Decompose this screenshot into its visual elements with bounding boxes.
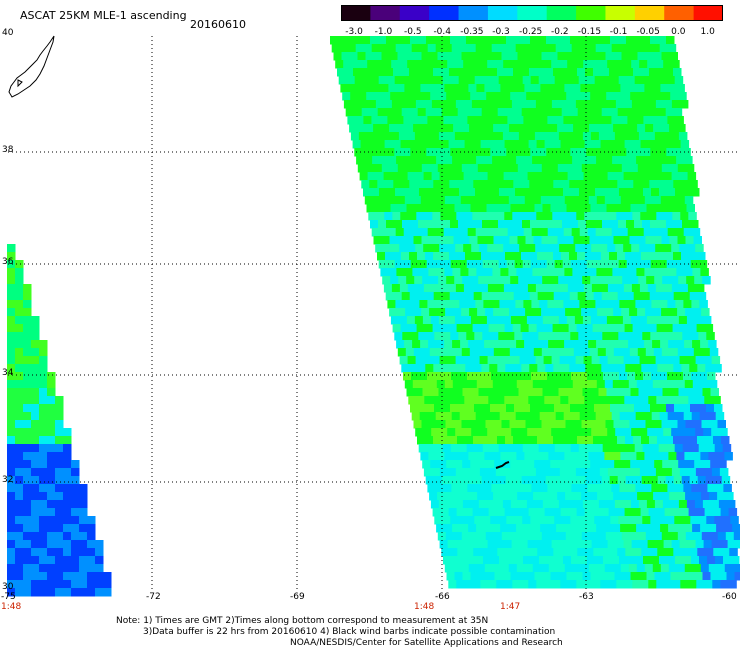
- lat-label-40: 40: [2, 28, 14, 38]
- colorbar-segment: [693, 5, 723, 21]
- colorbar-label: -0.05: [636, 27, 660, 37]
- lat-label-32: 32: [2, 475, 14, 485]
- footer-line-3: NOAA/NESDIS/Center for Satellite Applica…: [290, 638, 563, 648]
- lon-label-60: -60: [722, 592, 737, 602]
- colorbar-segment: [546, 5, 577, 21]
- contamination-wind-barb: [495, 461, 510, 469]
- colorbar: [341, 5, 723, 21]
- colorbar-segment: [370, 5, 401, 21]
- lat-label-38: 38: [2, 145, 14, 155]
- colorbar-label: -0.1: [609, 27, 628, 37]
- colorbar-segment: [458, 5, 489, 21]
- colorbar-segment: [576, 5, 607, 21]
- colorbar-label: -0.3: [492, 27, 510, 37]
- colorbar-label: -3.0: [345, 27, 363, 37]
- lat-label-34: 34: [2, 368, 14, 378]
- colorbar-segment: [517, 5, 548, 21]
- colorbar-segment: [487, 5, 518, 21]
- lon-label-69: -69: [290, 592, 305, 602]
- pass-time-left: 1:48: [1, 602, 22, 612]
- colorbar-label: 1.0: [700, 27, 715, 37]
- footer-line-2: 3)Data buffer is 22 hrs from 20160610 4)…: [143, 627, 556, 637]
- colorbar-segment: [664, 5, 695, 21]
- colorbar-label: -0.4: [433, 27, 451, 37]
- scatterometer-swaths: [7, 36, 740, 597]
- lat-label-36: 36: [2, 257, 14, 267]
- colorbar-label: -1.0: [374, 27, 393, 37]
- lon-label-72: -72: [146, 592, 161, 602]
- colorbar-label: -0.35: [460, 27, 484, 37]
- colorbar-label: -0.25: [519, 27, 543, 37]
- lon-label-63: -63: [579, 592, 594, 602]
- colorbar-label: -0.5: [404, 27, 422, 37]
- lon-label-75: -75: [1, 592, 16, 602]
- map-date: 20160610: [190, 18, 246, 31]
- long-island-coastline: [8, 35, 55, 98]
- lat-label-30: 30: [2, 582, 14, 592]
- pass-time-right: 1:47: [500, 602, 521, 612]
- pass-time-mid: 1:48: [414, 602, 435, 612]
- colorbar-segment: [634, 5, 665, 21]
- coastline: [8, 35, 55, 98]
- colorbar-label: -0.15: [577, 27, 602, 37]
- lat-lon-gridlines: [8, 36, 738, 590]
- footer-line-1: Note: 1) Times are GMT 2)Times along bot…: [116, 616, 489, 626]
- colorbar-segment: [605, 5, 636, 21]
- colorbar-segment: [429, 5, 460, 21]
- map-title: ASCAT 25KM MLE-1 ascending: [20, 9, 187, 22]
- colorbar-label: 0.0: [671, 27, 686, 37]
- colorbar-segment: [399, 5, 430, 21]
- lon-label-66: -66: [435, 592, 450, 602]
- colorbar-label: -0.2: [550, 27, 569, 37]
- colorbar-segment: [341, 5, 371, 21]
